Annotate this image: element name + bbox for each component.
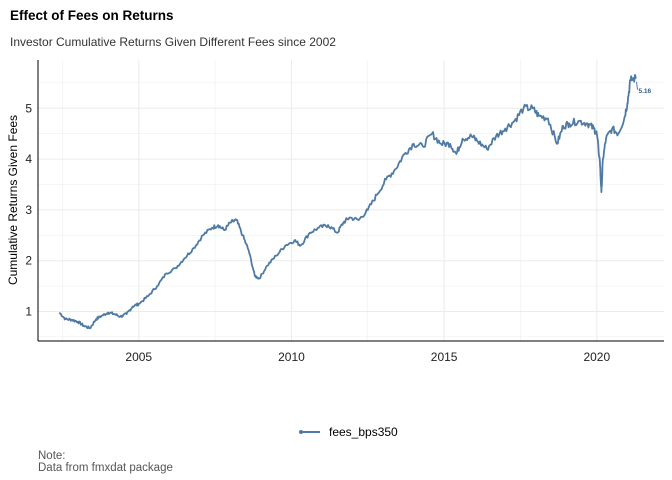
y-axis-label: Cumulative Returns Given Fees (6, 115, 20, 285)
x-tick-labels: 2005 2010 2015 2020 (125, 350, 610, 364)
x-tick-label: 2015 (431, 350, 458, 364)
x-tick-label: 2010 (278, 350, 305, 364)
x-tick-label: 2020 (583, 350, 610, 364)
chart-title: Effect of Fees on Returns (10, 8, 174, 23)
series-layer (58, 74, 639, 330)
grid-lines (38, 60, 664, 341)
y-tick-label: 1 (25, 305, 32, 319)
y-tick-label: 3 (25, 203, 32, 217)
caption-note: Note: (38, 450, 66, 462)
series-line (58, 74, 637, 330)
end-value-label: 5.16 (639, 88, 652, 95)
end-label-leader (636, 81, 639, 90)
chart-subtitle: Investor Cumulative Returns Given Differ… (10, 35, 336, 49)
y-tick-label: 2 (25, 254, 32, 268)
legend: fees_bps350 (297, 425, 398, 439)
x-tick-label: 2005 (125, 350, 152, 364)
y-tick-label: 4 (25, 152, 32, 166)
caption: Note: Data from fmxdat package (38, 450, 173, 474)
y-tick-labels: 1 2 3 4 5 (25, 101, 32, 318)
legend-key-line (297, 425, 323, 439)
legend-label: fees_bps350 (329, 425, 398, 439)
axes (37, 60, 664, 342)
y-tick-label: 5 (25, 101, 32, 115)
line-chart: 2005 2010 2015 2020 1 2 3 4 5 Cumulative Return… (6, 60, 664, 364)
caption-source: Data from fmxdat package (38, 462, 173, 474)
